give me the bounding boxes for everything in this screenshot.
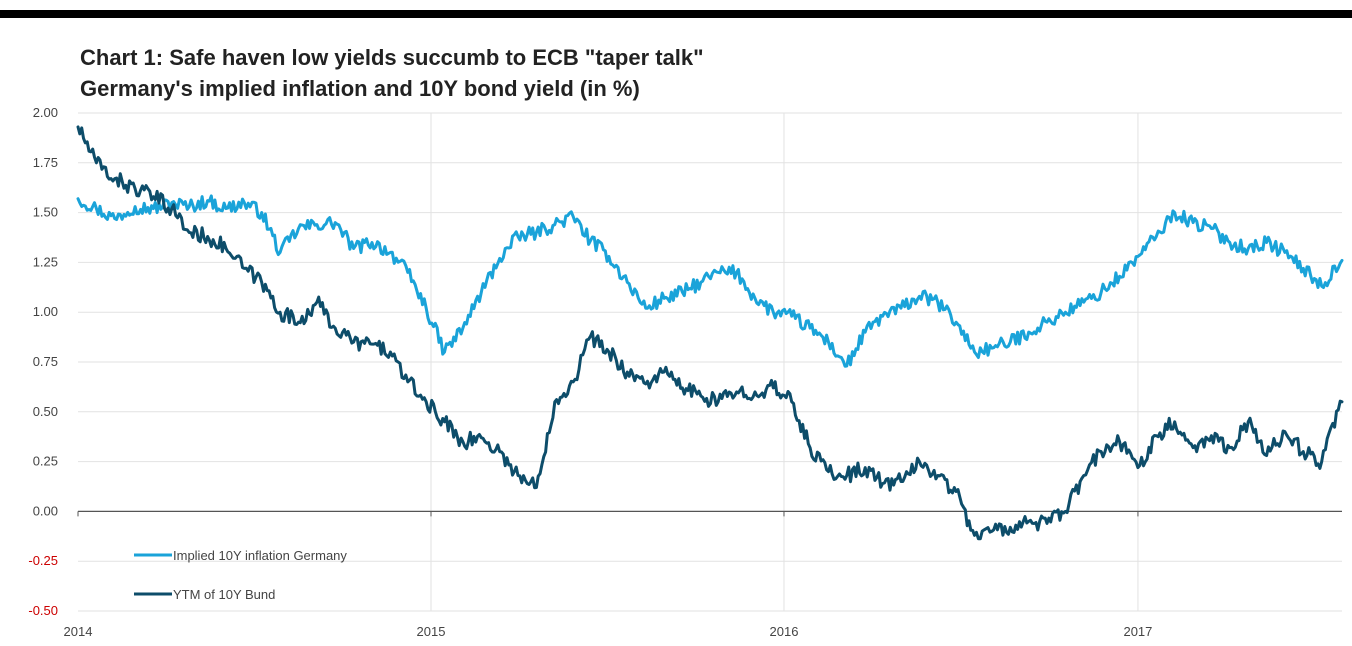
chart-title-block: Chart 1: Safe haven low yields succumb t… bbox=[80, 42, 704, 104]
y-tick-label: 0.00 bbox=[33, 503, 58, 518]
bund-yield-line bbox=[76, 125, 1344, 541]
implied-inflation-line bbox=[76, 194, 1344, 368]
y-tick-labels: -0.50 -0.25 0.00 0.25 0.50 0.75 1.00 1.25 1.50 1.… bbox=[28, 105, 58, 618]
legend: Implied 10Y inflation Germany YTM of 10Y … bbox=[134, 548, 347, 602]
y-tick-label: -0.25 bbox=[28, 553, 58, 568]
top-border-bar bbox=[0, 10, 1352, 18]
x-tick-label: 2016 bbox=[770, 624, 799, 639]
x-tick-label: 2014 bbox=[64, 624, 93, 639]
chart-subtitle: Germany's implied inflation and 10Y bond… bbox=[80, 76, 640, 101]
y-tick-label: 2.00 bbox=[33, 105, 58, 120]
legend-label: Implied 10Y inflation Germany bbox=[173, 548, 347, 563]
y-tick-label: 1.00 bbox=[33, 304, 58, 319]
legend-label: YTM of 10Y Bund bbox=[173, 587, 275, 602]
x-tick-label: 2017 bbox=[1123, 624, 1152, 639]
y-tick-label: 1.50 bbox=[33, 205, 58, 220]
axes bbox=[77, 510, 1342, 517]
y-tick-label: 0.75 bbox=[33, 354, 58, 369]
y-tick-label: 0.25 bbox=[33, 454, 58, 469]
y-tick-label: 1.25 bbox=[33, 254, 58, 269]
y-tick-label: -0.50 bbox=[28, 603, 58, 618]
x-tick-label: 2015 bbox=[417, 624, 446, 639]
chart-title: Chart 1: Safe haven low yields succumb t… bbox=[80, 45, 704, 70]
grid-lines bbox=[78, 112, 1342, 612]
x-tick-labels: 2014 2015 2016 2017 bbox=[64, 624, 1153, 639]
y-tick-label: 1.75 bbox=[33, 155, 58, 170]
y-tick-label: 0.50 bbox=[33, 404, 58, 419]
series-lines bbox=[76, 125, 1344, 541]
